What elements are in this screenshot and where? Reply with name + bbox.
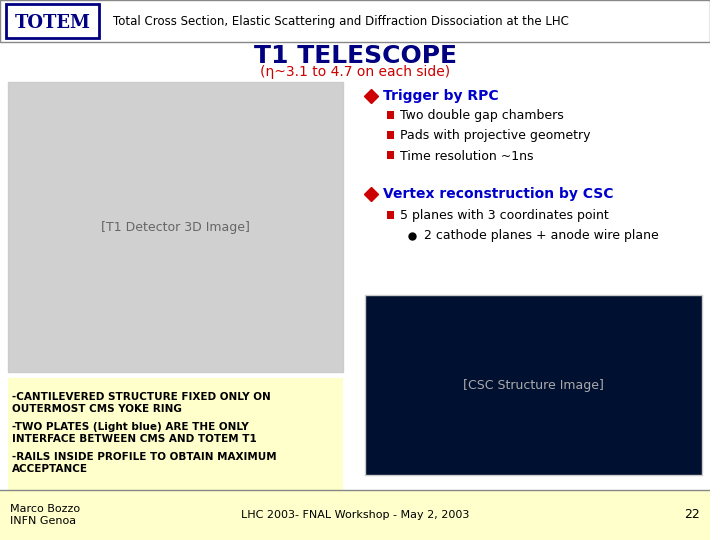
Text: [CSC Structure Image]: [CSC Structure Image]	[463, 379, 604, 392]
Text: -RAILS INSIDE PROFILE TO OBTAIN MAXIMUM
ACCEPTANCE: -RAILS INSIDE PROFILE TO OBTAIN MAXIMUM …	[12, 452, 276, 474]
Bar	[387, 151, 395, 159]
Text: Marco Bozzo
INFN Genoa: Marco Bozzo INFN Genoa	[10, 504, 80, 526]
Text: 22: 22	[685, 509, 700, 522]
Text: 2 cathode planes + anode wire plane: 2 cathode planes + anode wire plane	[424, 230, 659, 242]
Bar	[387, 111, 395, 119]
Text: -CANTILEVERED STRUCTURE FIXED ONLY ON
OUTERMOST CMS YOKE RING: -CANTILEVERED STRUCTURE FIXED ONLY ON OU…	[12, 392, 271, 414]
Text: Total Cross Section, Elastic Scattering and Diffraction Dissociation at the LHC: Total Cross Section, Elastic Scattering …	[114, 16, 570, 29]
Text: LHC 2003- FNAL Workshop - May 2, 2003: LHC 2003- FNAL Workshop - May 2, 2003	[240, 510, 469, 520]
Text: [T1 Detector 3D Image]: [T1 Detector 3D Image]	[101, 220, 250, 233]
Text: Pads with projective geometry: Pads with projective geometry	[400, 130, 591, 143]
Text: T1 TELESCOPE: T1 TELESCOPE	[253, 44, 456, 68]
Text: Two double gap chambers: Two double gap chambers	[400, 110, 564, 123]
Bar	[8, 82, 343, 372]
FancyBboxPatch shape	[6, 4, 99, 38]
Bar	[387, 211, 395, 219]
Bar	[8, 378, 343, 490]
Bar	[0, 490, 710, 540]
Text: (η~3.1 to 4.7 on each side): (η~3.1 to 4.7 on each side)	[260, 65, 450, 79]
Text: Trigger by RPC: Trigger by RPC	[382, 89, 498, 103]
Bar	[0, 0, 710, 42]
Text: -TWO PLATES (Light blue) ARE THE ONLY
INTERFACE BETWEEN CMS AND TOTEM T1: -TWO PLATES (Light blue) ARE THE ONLY IN…	[12, 422, 256, 443]
Bar	[387, 131, 395, 139]
Text: TOTEM: TOTEM	[14, 14, 90, 32]
Text: Vertex reconstruction by CSC: Vertex reconstruction by CSC	[382, 187, 613, 201]
Text: Time resolution ~1ns: Time resolution ~1ns	[400, 150, 534, 163]
Text: 5 planes with 3 coordinates point: 5 planes with 3 coordinates point	[400, 210, 609, 222]
Bar	[365, 295, 702, 475]
